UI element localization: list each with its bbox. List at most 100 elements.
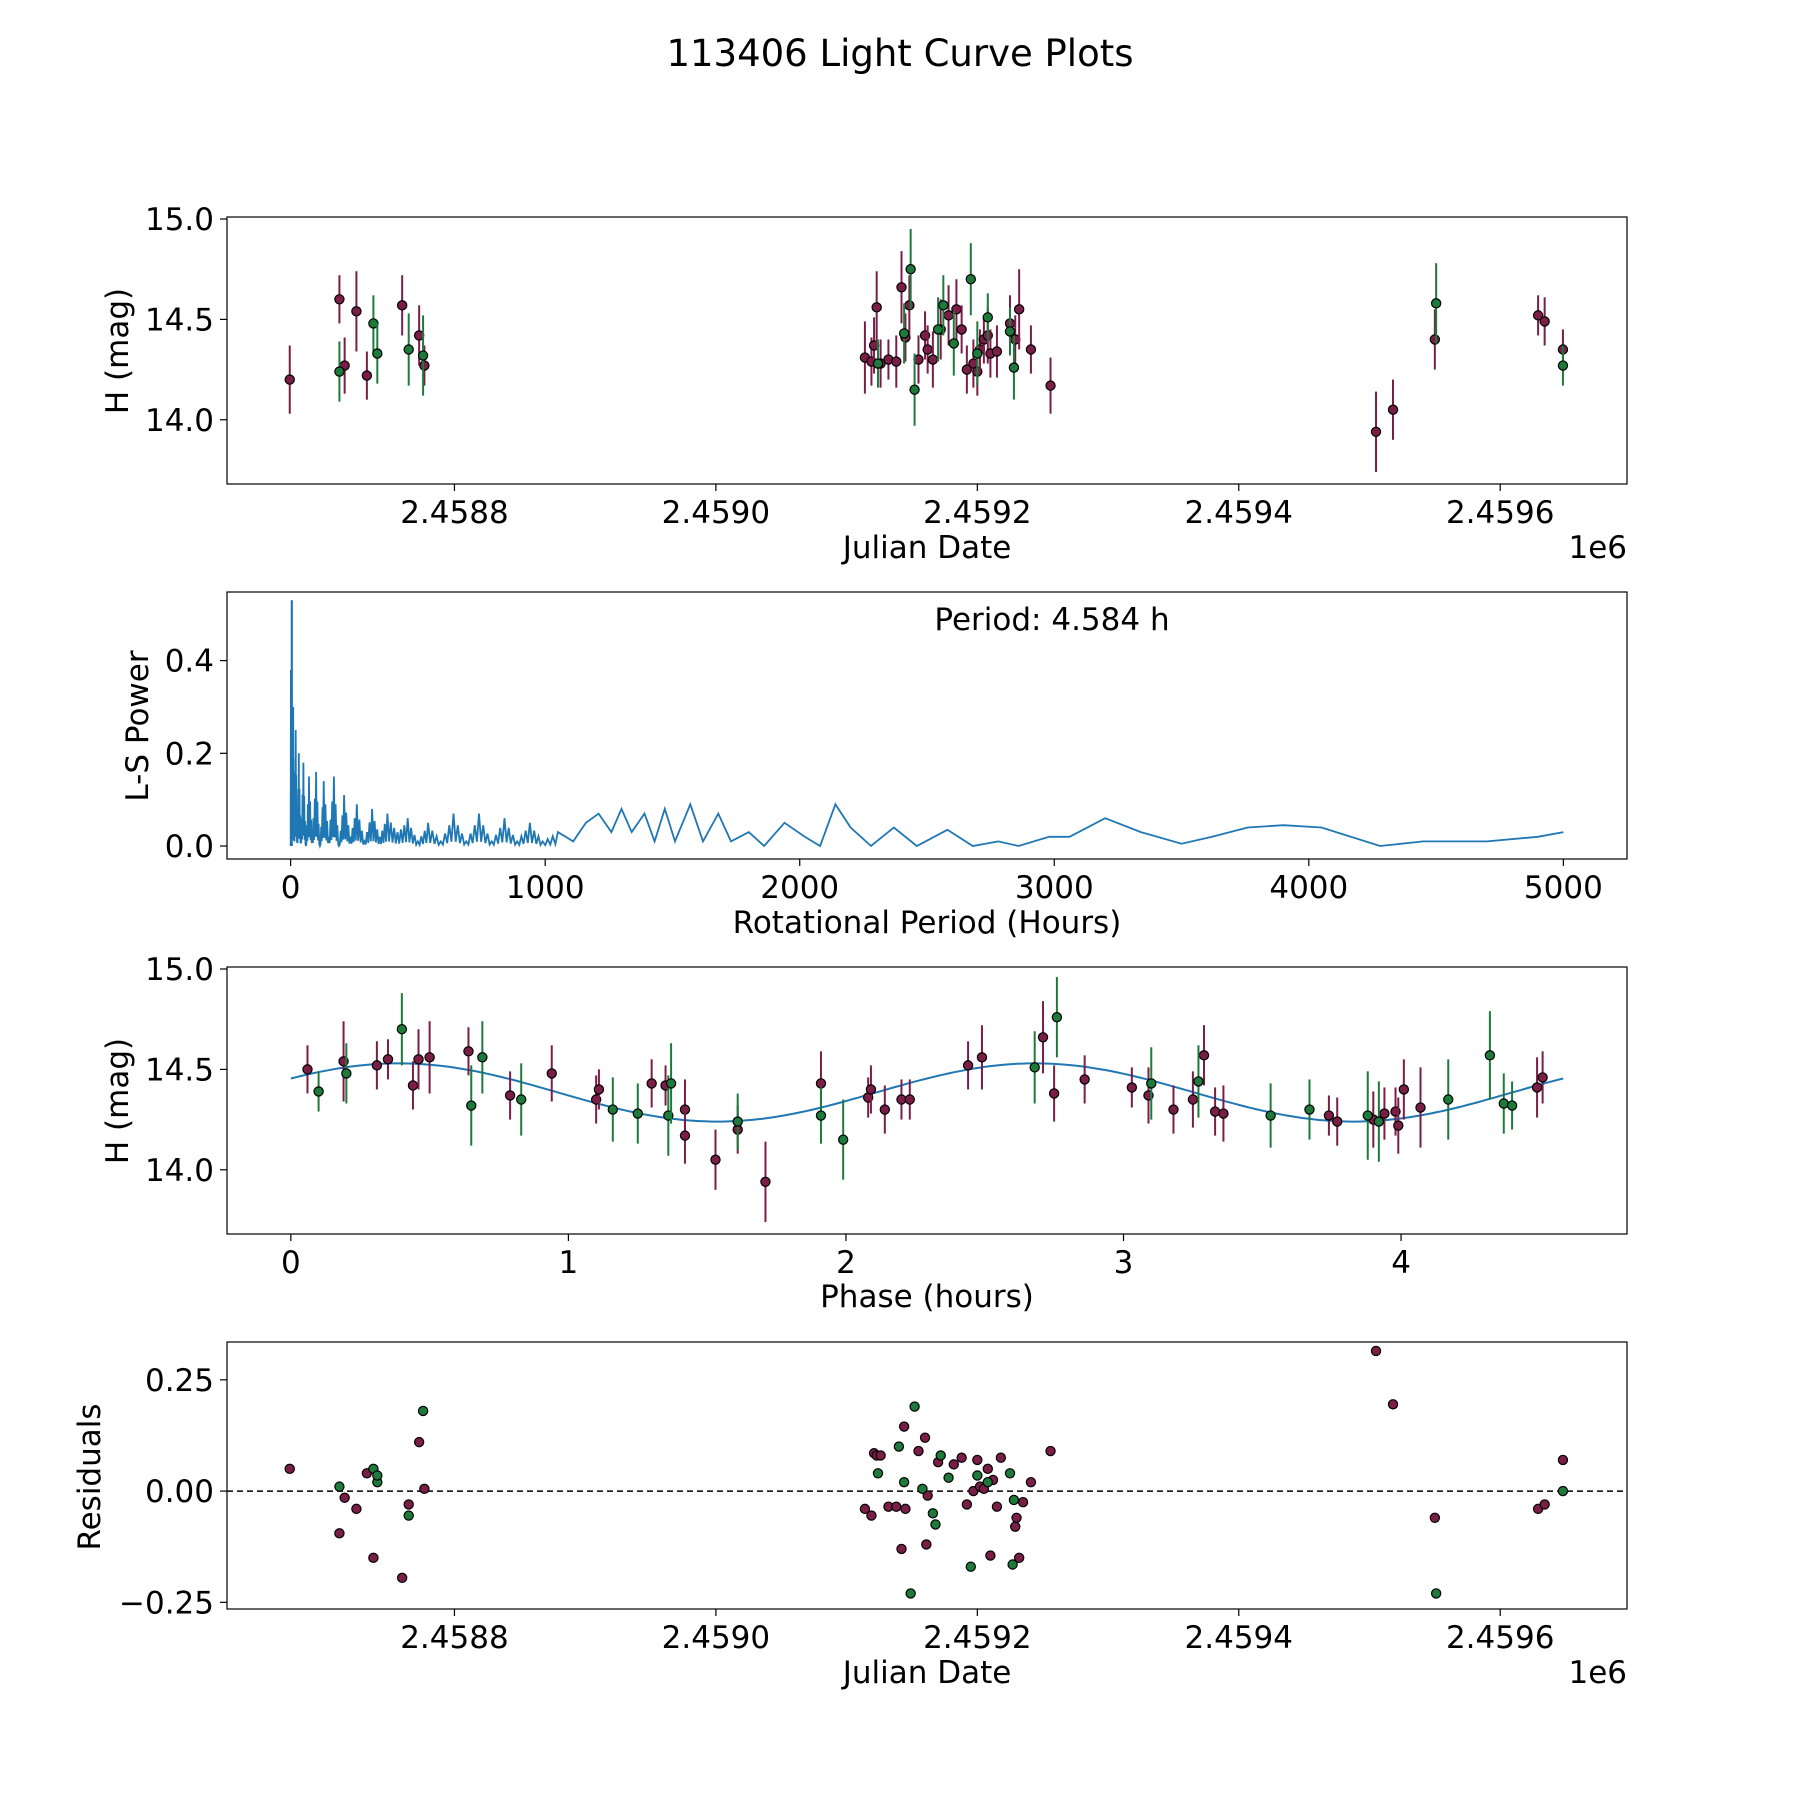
residuals-point xyxy=(927,1508,939,1519)
residuals-point xyxy=(985,1550,996,1561)
phase-point xyxy=(466,1100,477,1111)
lightcurve-xtick-label: 2.4588 xyxy=(400,495,508,531)
phase-point xyxy=(1484,1050,1496,1061)
residuals-point xyxy=(896,1543,907,1555)
lightcurve-ylabel: H (mag) xyxy=(100,288,136,414)
phase-point xyxy=(837,1134,849,1145)
residuals-point xyxy=(1370,1345,1382,1357)
lightcurve-xtick-label: 2.4596 xyxy=(1446,495,1554,531)
residuals-point xyxy=(284,1463,295,1475)
phase-model-curve xyxy=(290,1062,1564,1123)
residuals-point xyxy=(1017,1496,1029,1508)
periodogram-xtick-label: 0 xyxy=(281,870,301,906)
residuals-point xyxy=(351,1503,362,1515)
phase-point xyxy=(341,1068,352,1079)
phase-point xyxy=(371,1060,383,1071)
residuals-xtick-label: 2.4596 xyxy=(1446,1620,1554,1656)
residuals-point xyxy=(956,1452,967,1463)
phase-point xyxy=(632,1108,643,1119)
residuals-point xyxy=(972,1454,983,1466)
periodogram-xtick-label: 3000 xyxy=(1015,870,1094,906)
phase-ytick-label: 15.0 xyxy=(145,952,214,988)
lightcurve-axes-frame xyxy=(226,216,1628,485)
periodogram-panel: 0 1000 2000 3000 4000 5000 0.0 0.2 0.4 Period: 4… xyxy=(120,591,1628,941)
periodogram-xtick-label: 4000 xyxy=(1269,870,1348,906)
phase-point xyxy=(1398,1084,1410,1095)
lightcurve-x-offset: 1e6 xyxy=(1568,530,1627,566)
lightcurve-ticks: 2.4588 2.4590 2.4592 2.4594 2.4596 14.0 14.5 15… xyxy=(145,202,1554,531)
phase-point xyxy=(1126,1082,1138,1093)
phase-point xyxy=(407,1080,419,1091)
lightcurve-ytick-label: 14.0 xyxy=(145,403,214,439)
residuals-point xyxy=(1025,1476,1037,1488)
residuals-point xyxy=(1045,1445,1056,1457)
phase-point xyxy=(815,1110,827,1121)
lightcurve-point xyxy=(403,344,414,355)
residuals-point xyxy=(875,1450,886,1461)
periodogram-axes-frame xyxy=(226,591,1628,860)
residuals-point xyxy=(982,1476,993,1488)
lightcurve-point xyxy=(961,364,973,375)
residuals-point xyxy=(1557,1485,1569,1497)
lightcurve-xtick-label: 2.4594 xyxy=(1185,495,1293,531)
phase-xtick-label: 3 xyxy=(1114,1245,1134,1281)
phase-point xyxy=(1037,1032,1049,1043)
lightcurve-point xyxy=(922,344,933,355)
residuals-point xyxy=(1011,1512,1022,1523)
lightcurve-point xyxy=(956,324,967,335)
residuals-point xyxy=(859,1503,871,1515)
residuals-marks xyxy=(227,1345,1627,1599)
residuals-point xyxy=(922,1490,933,1501)
phase-xtick-label: 2 xyxy=(836,1245,856,1281)
residuals-point xyxy=(1430,1588,1442,1599)
phase-point xyxy=(1209,1106,1221,1117)
lightcurve-point xyxy=(419,360,430,371)
phase-point xyxy=(1304,1104,1315,1115)
residuals-point xyxy=(891,1501,902,1512)
lightcurve-point xyxy=(982,312,993,323)
lightcurve-point xyxy=(927,354,939,365)
residuals-axes-frame xyxy=(226,1341,1628,1610)
residuals-point xyxy=(948,1459,959,1470)
periodogram-power-line xyxy=(289,600,1564,849)
phase-point xyxy=(1079,1074,1090,1085)
residuals-xtick-label: 2.4590 xyxy=(662,1620,770,1656)
residuals-point xyxy=(900,1503,911,1515)
lightcurve-point xyxy=(872,358,884,369)
residuals-point xyxy=(339,1492,350,1503)
residuals-ticks: 2.4588 2.4590 2.4592 2.4594 2.4596 −0.25 0.00 0… xyxy=(119,1363,1554,1656)
phase-point xyxy=(815,1078,827,1089)
lightcurve-point xyxy=(948,338,959,349)
residuals-point xyxy=(898,1421,910,1432)
phase-point xyxy=(710,1154,721,1165)
figure-title: 113406 Light Curve Plots xyxy=(666,32,1133,75)
lightcurve-point xyxy=(904,300,915,311)
phase-point xyxy=(1146,1078,1157,1089)
lightcurve-point xyxy=(1532,310,1544,321)
residuals-point xyxy=(935,1450,946,1461)
phase-point xyxy=(679,1130,691,1141)
phase-point xyxy=(1323,1110,1335,1121)
phase-point xyxy=(1379,1108,1390,1119)
periodogram-xtick-label: 2000 xyxy=(760,870,839,906)
phase-point xyxy=(313,1086,324,1097)
residuals-xtick-label: 2.4588 xyxy=(400,1620,508,1656)
phase-point xyxy=(302,1064,313,1075)
residuals-point xyxy=(403,1510,414,1521)
phase-point xyxy=(976,1052,988,1063)
periodogram-xtick-label: 5000 xyxy=(1524,870,1603,906)
phase-point xyxy=(1506,1100,1518,1111)
phase-point xyxy=(424,1052,435,1063)
phase-point xyxy=(1051,1011,1063,1023)
periodogram-annotation: Period: 4.584 h xyxy=(934,602,1169,638)
lightcurve-point xyxy=(396,300,408,311)
residuals-xtick-label: 2.4594 xyxy=(1185,1620,1293,1656)
residuals-point xyxy=(917,1483,928,1495)
periodogram-xtick-label: 1000 xyxy=(506,870,585,906)
lightcurve-point xyxy=(361,370,373,381)
residuals-panel: 2.4588 2.4590 2.4592 2.4594 2.4596 −0.25 0.00 0… xyxy=(72,1341,1628,1691)
lightcurve-point xyxy=(1008,362,1020,373)
phase-point xyxy=(760,1176,771,1188)
lightcurve-point xyxy=(417,350,429,361)
phase-point xyxy=(607,1104,619,1115)
